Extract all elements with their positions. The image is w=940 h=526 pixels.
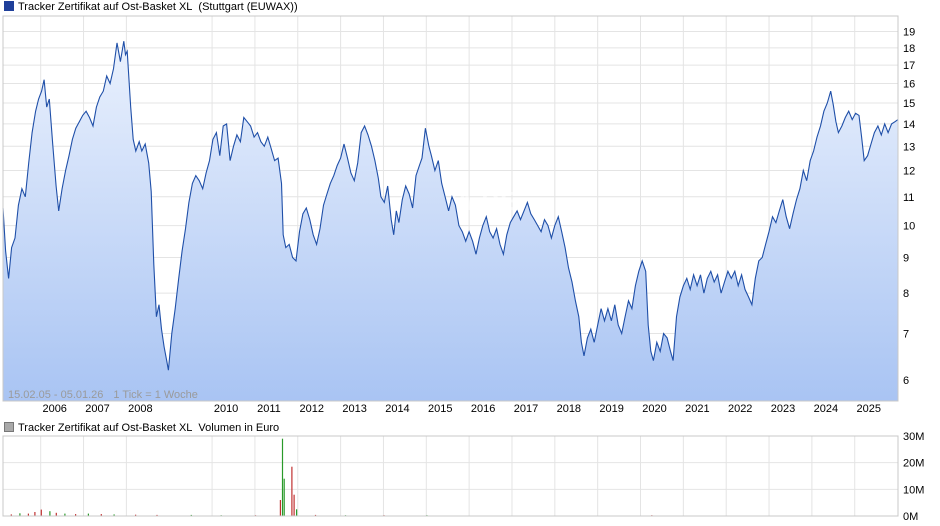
price-y-tick-label: 8 bbox=[903, 288, 909, 300]
price-y-tick-label: 6 bbox=[903, 375, 909, 387]
price-x-tick-label: 2011 bbox=[257, 403, 281, 415]
price-x-tick-label: 2015 bbox=[428, 403, 452, 415]
volume-legend-unit: Volumen in Euro bbox=[198, 422, 280, 434]
price-y-tick-label: 10 bbox=[903, 221, 915, 233]
price-x-tick-label: 2014 bbox=[385, 403, 409, 415]
price-x-tick-label: 2012 bbox=[300, 403, 324, 415]
volume-legend-title: Tracker Zertifikat auf Ost-Basket XL bbox=[18, 422, 193, 434]
volume-y-tick-label: 10M bbox=[903, 484, 924, 496]
volume-chart-legend: Tracker Zertifikat auf Ost-Basket XL Volu… bbox=[4, 421, 279, 435]
price-y-tick-label: 16 bbox=[903, 78, 915, 90]
price-x-tick-label: 2016 bbox=[471, 403, 495, 415]
volume-bar bbox=[100, 514, 102, 516]
price-x-tick-label: 2019 bbox=[599, 403, 623, 415]
price-x-tick-label: 2008 bbox=[128, 403, 152, 415]
price-x-tick-label: 2006 bbox=[42, 403, 66, 415]
price-y-tick-label: 13 bbox=[903, 141, 915, 153]
volume-bar bbox=[10, 514, 12, 516]
price-y-tick-label: 12 bbox=[903, 165, 915, 177]
volume-y-tick-label: 0M bbox=[903, 511, 918, 523]
price-y-tick-label: 11 bbox=[903, 192, 914, 204]
price-y-tick-label: 15 bbox=[903, 98, 915, 110]
volume-bar bbox=[27, 513, 29, 516]
price-y-tick-label: 17 bbox=[903, 60, 915, 72]
price-plot-frame bbox=[2, 15, 899, 402]
price-x-axis: 2006 2007 2008 2010 2011 2012 2013 2014 2015 2016… bbox=[42, 403, 881, 415]
volume-bar bbox=[75, 514, 77, 516]
volume-bar bbox=[293, 494, 295, 516]
volume-bar bbox=[314, 514, 317, 516]
price-x-tick-label: 2024 bbox=[814, 403, 838, 415]
price-x-tick-label: 2018 bbox=[557, 403, 581, 415]
volume-grid bbox=[3, 435, 898, 517]
volume-bar bbox=[156, 514, 158, 516]
price-x-tick-label: 2017 bbox=[514, 403, 538, 415]
volume-bars bbox=[10, 438, 878, 517]
price-x-tick-label: 2007 bbox=[85, 403, 109, 415]
price-chart-legend: Tracker Zertifikat auf Ost-Basket XL (Stu… bbox=[4, 0, 298, 14]
volume-series-swatch bbox=[4, 422, 14, 432]
volume-bar bbox=[279, 500, 281, 516]
price-x-tick-label: 2025 bbox=[856, 403, 880, 415]
volume-y-axis: 0M 10M 20M 30M bbox=[903, 431, 924, 523]
price-x-tick-label: 2021 bbox=[685, 403, 709, 415]
volume-bar bbox=[190, 514, 192, 516]
date-range-label: 15.02.05 - 05.01.26 1 Tick = 1 Woche bbox=[8, 389, 198, 401]
price-y-tick-label: 19 bbox=[903, 27, 915, 39]
price-x-tick-label: 2010 bbox=[214, 403, 238, 415]
volume-bar bbox=[135, 514, 137, 516]
price-y-axis: 6 7 8 9 10 11 12 13 14 15 16 17 18 19 bbox=[903, 27, 915, 388]
volume-bar bbox=[19, 513, 21, 516]
volume-bar bbox=[283, 478, 285, 516]
price-x-tick-label: 2022 bbox=[728, 403, 752, 415]
volume-bar bbox=[34, 512, 36, 516]
price-y-tick-label: 14 bbox=[903, 119, 915, 131]
price-x-tick-label: 2023 bbox=[771, 403, 795, 415]
volume-plot-frame bbox=[2, 435, 899, 517]
volume-bar bbox=[87, 513, 89, 516]
volume-y-tick-label: 20M bbox=[903, 458, 924, 470]
price-y-tick-label: 7 bbox=[903, 329, 909, 341]
tick-interval-text: 1 Tick = 1 Woche bbox=[113, 389, 197, 401]
volume-bar bbox=[40, 509, 42, 516]
volume-bar bbox=[64, 513, 66, 516]
price-x-tick-label: 2013 bbox=[342, 403, 366, 415]
price-line bbox=[2, 41, 899, 371]
volume-bar bbox=[113, 514, 115, 516]
date-range-text: 15.02.05 - 05.01.26 bbox=[8, 389, 103, 401]
volume-bar bbox=[296, 509, 298, 516]
volume-bar bbox=[55, 512, 57, 516]
volume-bar bbox=[291, 466, 293, 516]
price-y-tick-label: 9 bbox=[903, 253, 909, 265]
volume-bar bbox=[281, 438, 284, 516]
price-legend-venue: (Stuttgart (EUWAX)) bbox=[198, 1, 298, 13]
price-series-swatch bbox=[4, 1, 14, 11]
price-area-fill bbox=[3, 41, 898, 401]
price-x-tick-label: 2020 bbox=[642, 403, 666, 415]
price-y-tick-label: 18 bbox=[903, 43, 915, 55]
volume-bar bbox=[49, 511, 51, 516]
price-legend-title: Tracker Zertifikat auf Ost-Basket XL bbox=[18, 1, 193, 13]
volume-y-tick-label: 30M bbox=[903, 431, 924, 443]
